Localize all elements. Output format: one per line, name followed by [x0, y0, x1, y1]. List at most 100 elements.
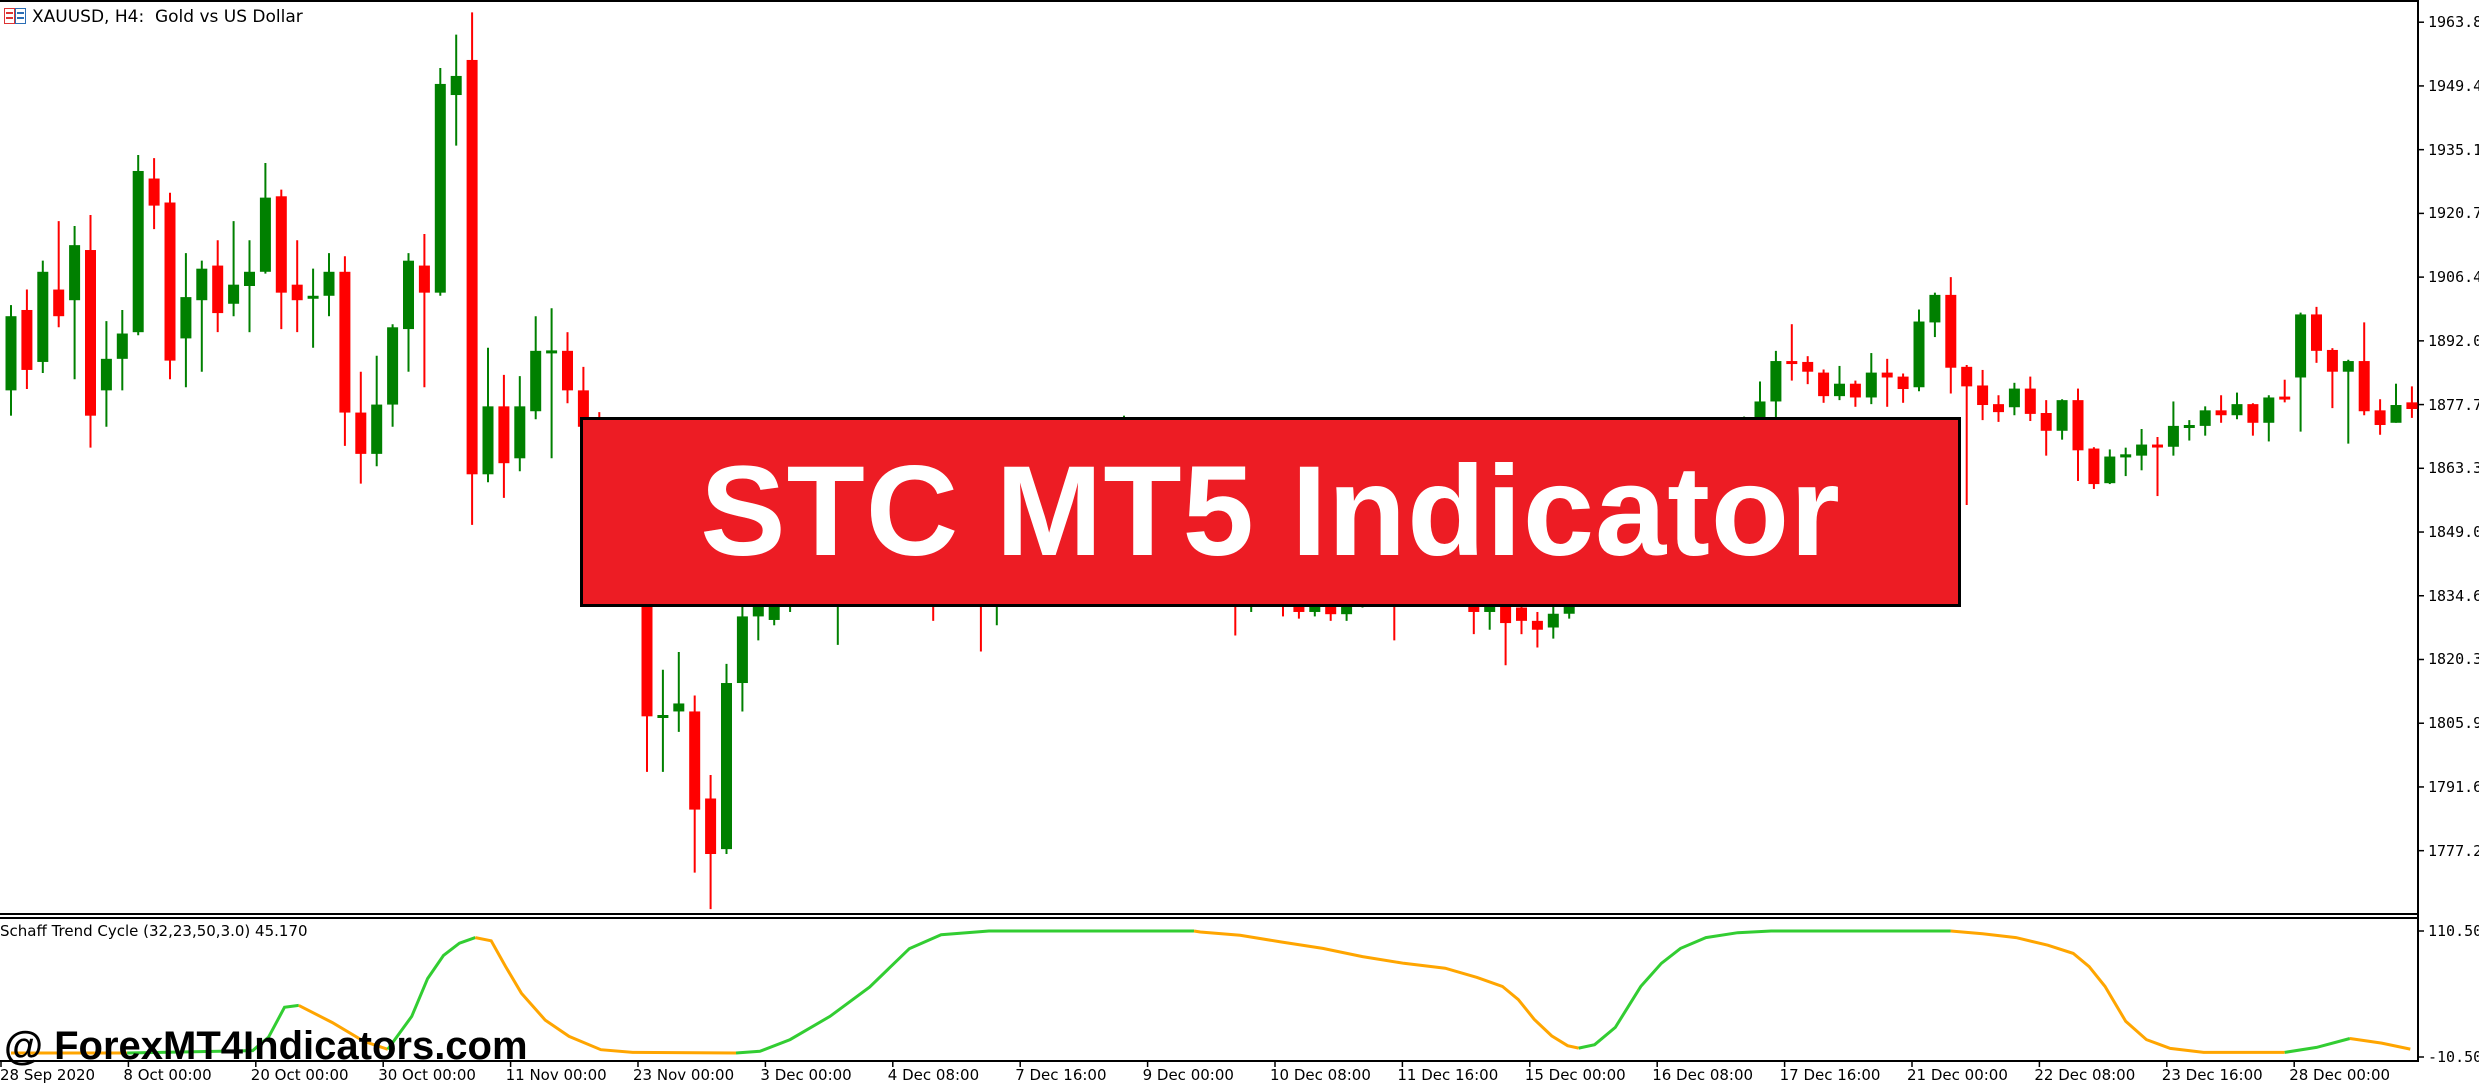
time-label: 28 Sep 2020	[0, 1066, 96, 1084]
candle-body	[2072, 400, 2084, 451]
stc-segment-down	[1193, 929, 1580, 1050]
stc-segment-down	[2349, 1037, 2411, 1051]
price-label: 1892.05	[2428, 331, 2479, 350]
candle-body	[2056, 400, 2068, 431]
bear-candle	[1945, 277, 1957, 394]
candle-body	[752, 603, 764, 617]
candle-body	[2231, 404, 2243, 416]
chart-title: XAUUSD, H4: Gold vs US Dollar	[32, 7, 303, 27]
bull-candle	[2199, 406, 2211, 436]
bull-candle	[2136, 429, 2148, 471]
bear-candle	[1897, 373, 1909, 403]
candle-body	[546, 350, 558, 354]
stc-segment-up	[1578, 929, 1951, 1050]
price-label: 1849.00	[2428, 523, 2479, 542]
candle-body	[1945, 294, 1957, 368]
bull-candle	[1929, 292, 1941, 338]
price-label: 1820.30	[2428, 650, 2479, 669]
bull-candle	[2263, 395, 2275, 442]
bear-candle	[2311, 306, 2322, 363]
price-label: 1877.70	[2428, 395, 2479, 414]
banner-text: STC MT5 Indicator	[700, 440, 1841, 583]
watermark: @ ForexMT4Indicators.com	[4, 1024, 528, 1068]
bull-candle	[1913, 309, 1925, 392]
price-label: 1920.75	[2428, 204, 2479, 223]
candle-body	[2008, 388, 2020, 408]
candle-body	[1849, 383, 1861, 398]
candle-body	[434, 83, 446, 293]
candle-body	[577, 390, 589, 427]
candle-body	[2152, 444, 2163, 448]
bull-candle	[100, 321, 112, 427]
bull-candle	[1547, 603, 1559, 639]
bull-candle	[657, 669, 669, 772]
bear-candle	[2279, 379, 2291, 403]
candle-body	[673, 703, 685, 712]
candle-body	[1770, 361, 1782, 402]
candle-body	[2024, 388, 2036, 414]
bear-candle	[689, 695, 701, 873]
bull-candle	[514, 376, 526, 472]
price-label: 1906.40	[2428, 268, 2479, 287]
candle-body	[2374, 410, 2386, 426]
candle-body	[1547, 613, 1559, 628]
candle-body	[736, 616, 748, 684]
indicator-label: Schaff Trend Cycle (32,23,50,3.0) 45.170	[0, 922, 308, 940]
bull-candle	[2231, 392, 2243, 420]
bull-candle	[387, 324, 399, 427]
bull-candle	[673, 651, 685, 732]
chart-window-icon	[4, 8, 26, 24]
time-label: 23 Nov 00:00	[633, 1066, 735, 1084]
bull-candle	[37, 260, 49, 374]
candle-body	[403, 260, 414, 330]
bull-candle	[244, 240, 255, 333]
bull-candle	[2056, 399, 2068, 440]
candle-body	[100, 358, 112, 391]
time-label: 15 Dec 00:00	[1524, 1066, 1626, 1084]
candle-body	[2247, 404, 2259, 423]
bull-candle	[1770, 350, 1782, 418]
bull-candle	[371, 355, 383, 467]
candle-body	[275, 196, 287, 293]
bear-candle	[2215, 395, 2227, 423]
candle-body	[1818, 372, 1830, 397]
stc-segment-down	[1950, 929, 2285, 1054]
bear-candle	[2040, 400, 2052, 456]
bear-candle	[2326, 348, 2338, 409]
candle-body	[498, 406, 510, 464]
stc-segment-down	[475, 936, 737, 1055]
bear-candle	[2072, 388, 2084, 481]
indicator-axis-max: 110.500	[2428, 922, 2479, 940]
candle-body	[180, 297, 192, 339]
candle-body	[768, 600, 780, 620]
bull-candle	[196, 260, 208, 372]
bear-candle	[1531, 611, 1543, 648]
bear-candle	[1961, 365, 1973, 505]
bear-candle	[2406, 386, 2418, 418]
indicator-axis-min: -10.500	[2428, 1048, 2479, 1066]
candle-body	[5, 316, 17, 391]
bull-candle	[323, 253, 335, 317]
bear-candle	[2374, 399, 2386, 435]
price-label: 1963.80	[2428, 13, 2479, 32]
candle-body	[2104, 456, 2116, 484]
time-label: 28 Dec 00:00	[2289, 1066, 2391, 1084]
bull-candle	[259, 162, 271, 274]
candle-body	[1516, 607, 1527, 621]
candle-body	[2183, 425, 2195, 429]
bull-candle	[2390, 383, 2402, 423]
candle-body	[307, 295, 319, 299]
stc-segment-down	[298, 1004, 389, 1051]
bull-candle	[434, 67, 446, 296]
candle-body	[21, 309, 33, 370]
bear-candle	[705, 774, 717, 910]
time-label: 23 Dec 16:00	[2161, 1066, 2263, 1084]
bear-candle	[1993, 395, 2004, 422]
candle-body	[1961, 366, 1973, 387]
candle-body	[148, 178, 160, 206]
bear-candle	[2024, 376, 2036, 422]
bear-candle	[1818, 369, 1830, 403]
bear-candle	[2088, 447, 2100, 489]
time-label: 4 Dec 08:00	[887, 1066, 980, 1084]
bull-candle	[2120, 447, 2132, 477]
